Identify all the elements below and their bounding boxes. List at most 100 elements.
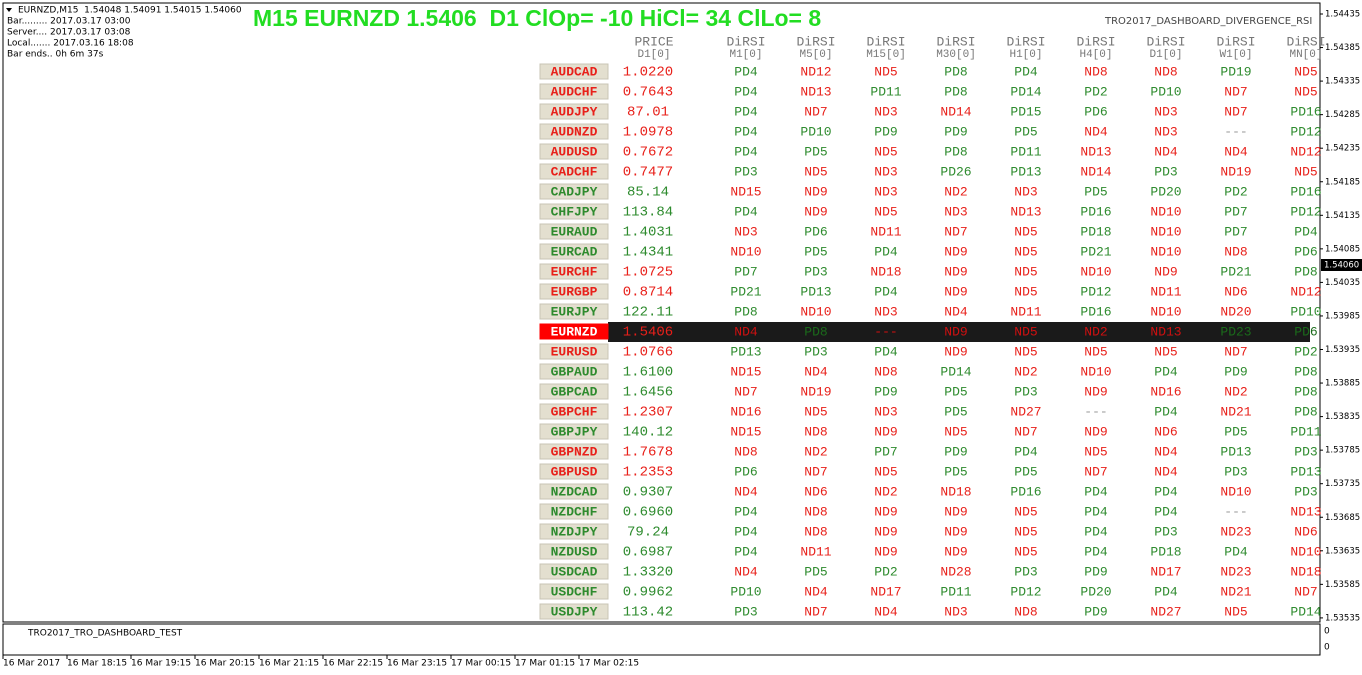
symbol-button[interactable] bbox=[539, 103, 609, 120]
divergence-cell: PD4 bbox=[1084, 544, 1108, 559]
symbol-button[interactable] bbox=[539, 203, 609, 220]
symbol[interactable]: GBPJPY bbox=[551, 424, 598, 439]
symbol-button[interactable] bbox=[539, 563, 609, 580]
symbol-button[interactable] bbox=[539, 183, 609, 200]
divergence-cell: ND6 bbox=[804, 484, 827, 499]
symbol[interactable]: GBPAUD bbox=[551, 364, 598, 379]
symbol[interactable]: CADJPY bbox=[551, 184, 598, 199]
indicator-header: DiRSI bbox=[726, 34, 765, 49]
symbol[interactable]: AUDCHF bbox=[551, 84, 598, 99]
divergence-cell: PD2 bbox=[1294, 344, 1317, 359]
symbol[interactable]: AUDCAD bbox=[551, 64, 598, 79]
symbol-button[interactable] bbox=[539, 363, 609, 380]
divergence-cell: ND9 bbox=[944, 324, 967, 339]
symbol[interactable]: NZDCHF bbox=[551, 504, 598, 519]
symbol-button[interactable] bbox=[539, 443, 609, 460]
symbol[interactable]: USDCAD bbox=[551, 564, 598, 579]
symbol[interactable]: EURCAD bbox=[551, 244, 598, 259]
symbol[interactable]: EURUSD bbox=[551, 344, 598, 359]
symbol-button[interactable] bbox=[539, 343, 609, 360]
symbol[interactable]: GBPCHF bbox=[551, 404, 598, 419]
divergence-cell: PD13 bbox=[800, 284, 831, 299]
divergence-cell: PD14 bbox=[1010, 84, 1041, 99]
divergence-cell: ND7 bbox=[1224, 344, 1247, 359]
symbol-button[interactable] bbox=[539, 123, 609, 140]
indicator-header: DiRSI bbox=[1216, 34, 1255, 49]
selected-row bbox=[608, 322, 1310, 342]
symbol[interactable]: CADCHF bbox=[551, 164, 598, 179]
divergence-cell: ND3 bbox=[944, 204, 967, 219]
divergence-cell: ND3 bbox=[944, 604, 967, 619]
divergence-cell: ND7 bbox=[1084, 464, 1107, 479]
symbol-button[interactable] bbox=[539, 483, 609, 500]
time-label: 16 Mar 2017 bbox=[3, 659, 60, 669]
symbol[interactable]: EURNZD bbox=[551, 324, 598, 339]
divergence-cell: ND7 bbox=[1294, 584, 1317, 599]
price-header: D1[0] bbox=[637, 49, 670, 61]
symbol-button[interactable] bbox=[539, 323, 609, 340]
symbol-button[interactable] bbox=[539, 463, 609, 480]
divergence-cell: PD8 bbox=[1294, 264, 1317, 279]
price-tick-label: 1.54385 bbox=[1325, 43, 1360, 53]
symbol-button[interactable] bbox=[539, 63, 609, 80]
divergence-cell: PD4 bbox=[1154, 504, 1178, 519]
symbol[interactable]: GBPCAD bbox=[551, 384, 598, 399]
symbol-button[interactable] bbox=[539, 603, 609, 620]
symbol[interactable]: EURCHF bbox=[551, 264, 598, 279]
time-label: 16 Mar 18:15 bbox=[67, 659, 127, 669]
symbol-button[interactable] bbox=[539, 163, 609, 180]
divergence-cell: PD2 bbox=[1224, 184, 1247, 199]
divergence-cell: ND5 bbox=[1014, 344, 1037, 359]
symbol-button[interactable] bbox=[539, 143, 609, 160]
symbol[interactable]: NZDJPY bbox=[551, 524, 598, 539]
symbol-button[interactable] bbox=[539, 223, 609, 240]
divergence-cell: ND15 bbox=[730, 424, 761, 439]
price: 79.24 bbox=[627, 525, 669, 541]
symbol[interactable]: EURAUD bbox=[551, 224, 598, 239]
price: 1.0978 bbox=[623, 125, 673, 141]
divergence-cell: PD4 bbox=[734, 124, 758, 139]
price-tick-label: 1.54285 bbox=[1325, 110, 1360, 120]
symbol[interactable]: AUDUSD bbox=[551, 144, 598, 159]
symbol[interactable]: EURGBP bbox=[551, 284, 598, 299]
symbol[interactable]: GBPUSD bbox=[551, 464, 598, 479]
symbol[interactable]: USDCHF bbox=[551, 584, 598, 599]
symbol-button[interactable] bbox=[539, 243, 609, 260]
symbol-button[interactable] bbox=[539, 263, 609, 280]
divergence-cell: PD6 bbox=[1294, 324, 1317, 339]
symbol-button[interactable] bbox=[539, 83, 609, 100]
symbol[interactable]: NZDUSD bbox=[551, 544, 598, 559]
symbol[interactable]: USDJPY bbox=[551, 604, 598, 619]
divergence-cell: ND8 bbox=[1224, 244, 1247, 259]
divergence-cell: PD21 bbox=[730, 284, 761, 299]
symbol-button[interactable] bbox=[539, 283, 609, 300]
symbol[interactable]: EURJPY bbox=[551, 304, 598, 319]
symbol-button[interactable] bbox=[539, 523, 609, 540]
symbol[interactable]: GBPNZD bbox=[551, 444, 598, 459]
divergence-cell: PD10 bbox=[730, 584, 761, 599]
divergence-cell: PD4 bbox=[874, 244, 898, 259]
divergence-cell: ND5 bbox=[1154, 344, 1177, 359]
symbol-button[interactable] bbox=[539, 403, 609, 420]
divergence-cell: PD3 bbox=[1224, 464, 1247, 479]
divergence-cell: PD5 bbox=[804, 144, 827, 159]
divergence-cell: ND9 bbox=[944, 244, 967, 259]
symbol[interactable]: AUDJPY bbox=[551, 104, 598, 119]
divergence-cell: ND27 bbox=[1150, 604, 1181, 619]
symbol-button[interactable] bbox=[539, 303, 609, 320]
symbol-button[interactable] bbox=[539, 543, 609, 560]
divergence-cell: ND15 bbox=[730, 184, 761, 199]
collapse-icon[interactable] bbox=[6, 8, 12, 12]
symbol[interactable]: CHFJPY bbox=[551, 204, 598, 219]
symbol[interactable]: NZDCAD bbox=[551, 484, 598, 499]
divergence-cell: ND18 bbox=[1290, 564, 1321, 579]
symbol[interactable]: AUDNZD bbox=[551, 124, 598, 139]
price-tick-label: 1.53885 bbox=[1325, 379, 1360, 389]
divergence-cell: PD3 bbox=[1154, 164, 1177, 179]
symbol-button[interactable] bbox=[539, 423, 609, 440]
symbol-button[interactable] bbox=[539, 583, 609, 600]
divergence-cell: ND3 bbox=[874, 304, 897, 319]
symbol-button[interactable] bbox=[539, 503, 609, 520]
timeframe-header: M30[0] bbox=[936, 49, 976, 61]
symbol-button[interactable] bbox=[539, 383, 609, 400]
